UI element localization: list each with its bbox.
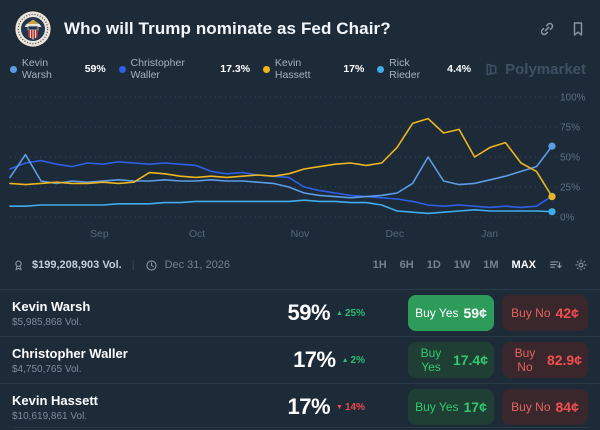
outcome-info[interactable]: Christopher Waller $4,750,765 Vol.	[12, 346, 237, 375]
market-header: Who will Trump nominate as Fed Chair?	[0, 0, 600, 58]
outcome-name: Christopher Waller	[12, 345, 128, 361]
buy-yes-button[interactable]: Buy Yes 17.4¢	[408, 342, 494, 378]
legend-name: Rick Rieder	[389, 57, 421, 81]
up-arrow-icon: ▲	[336, 309, 343, 317]
settings-gear-icon[interactable]	[574, 258, 588, 272]
chart-tools	[549, 258, 588, 272]
chart-legend: Kevin Warsh 59% Christopher Waller 17.3%…	[0, 57, 600, 81]
bookmark-icon[interactable]	[570, 21, 586, 37]
divider: |	[131, 259, 135, 271]
polymarket-logo-icon	[486, 63, 497, 75]
outcome-percent: 17%	[287, 394, 331, 419]
legend-dot	[118, 65, 126, 73]
buy-yes-button[interactable]: Buy Yes 17¢	[408, 389, 494, 425]
buy-no-button[interactable]: Buy No 82.9¢	[502, 342, 588, 378]
svg-text:Nov: Nov	[291, 228, 310, 240]
timeframe-1d[interactable]: 1D	[426, 259, 441, 271]
svg-text:75%: 75%	[560, 123, 580, 134]
copy-link-icon[interactable]	[539, 21, 555, 37]
svg-text:0%: 0%	[560, 213, 575, 224]
market-stats: $199,208,903 Vol. | Dec 31, 2026	[12, 259, 230, 272]
outcome-row-kevin-hassett: Kevin Hassett $10,619,861 Vol. 17% ▼ 14% …	[0, 383, 600, 430]
timeframe-max[interactable]: MAX	[511, 259, 536, 271]
outcome-info[interactable]: Kevin Hassett $10,619,861 Vol.	[12, 393, 237, 422]
row-divider	[14, 427, 588, 428]
clock-icon	[145, 259, 157, 271]
legend-item-rick-rieder[interactable]: Rick Rieder 4.4%	[377, 57, 471, 81]
rewards-medal-icon[interactable]	[12, 259, 25, 272]
legend-dot	[377, 65, 385, 73]
chart-toolbar: $199,208,903 Vol. | Dec 31, 2026 1H 6H 1…	[0, 246, 600, 284]
timeframe-1w[interactable]: 1W	[453, 259, 471, 271]
legend-dot	[263, 65, 270, 73]
svg-text:Dec: Dec	[385, 228, 404, 240]
legend-value: 4.4%	[447, 63, 472, 75]
outcome-name: Kevin Warsh	[12, 298, 91, 314]
outcome-volume: $10,619,861 Vol.	[12, 410, 88, 422]
change-badge: ▲ 2%	[341, 354, 365, 366]
trade-buttons: Buy Yes 17¢ Buy No 84¢	[408, 389, 588, 425]
timeframe-1m[interactable]: 1M	[483, 259, 499, 271]
price-history-chart[interactable]: 0% 25% 50% 75% 100% Sep Oct Nov Dec Jan	[0, 84, 600, 246]
timeframe-selector: 1H 6H 1D 1W 1M MAX	[373, 259, 536, 271]
svg-text:25%: 25%	[560, 183, 580, 194]
watermark-text: Polymarket	[505, 60, 586, 78]
up-arrow-icon: ▲	[341, 356, 349, 364]
legend-item-christopher-waller[interactable]: Christopher Waller 17.3%	[118, 57, 251, 81]
svg-text:Sep: Sep	[90, 228, 109, 240]
chart-options-icon[interactable]	[549, 258, 563, 272]
outcome-odds: 17% ▲ 2%	[237, 347, 365, 373]
timeframe-6h[interactable]: 6H	[399, 259, 414, 271]
change-badge: ▲ 25%	[336, 307, 365, 319]
trade-buttons: Buy Yes 59¢ Buy No 42¢	[408, 295, 588, 331]
outcome-row-christopher-waller: Christopher Waller $4,750,765 Vol. 17% ▲…	[0, 336, 600, 383]
timeframe-1h[interactable]: 1H	[372, 259, 387, 271]
outcomes-list: Kevin Warsh $5,985,868 Vol. 59% ▲ 25% Buy…	[0, 289, 600, 430]
buy-no-button[interactable]: Buy No 84¢	[502, 389, 588, 425]
legend-item-kevin-hassett[interactable]: Kevin Hassett 17%	[263, 57, 364, 81]
market-end-date: Dec 31, 2026	[164, 259, 230, 271]
buy-no-button[interactable]: Buy No 42¢	[502, 295, 588, 331]
outcome-percent: 17%	[293, 347, 336, 372]
legend-name: Kevin Hassett	[274, 57, 311, 81]
header-actions	[539, 21, 586, 37]
federal-reserve-seal-logo	[14, 10, 52, 48]
legend-item-kevin-warsh[interactable]: Kevin Warsh 59%	[10, 57, 106, 81]
legend-value: 17%	[343, 63, 365, 75]
legend-value: 17.3%	[220, 63, 251, 75]
svg-text:100%: 100%	[560, 93, 586, 104]
buy-yes-button[interactable]: Buy Yes 59¢	[408, 295, 494, 331]
outcome-odds: 17% ▼ 14%	[237, 394, 366, 420]
legend-name: Kevin Warsh	[21, 57, 52, 81]
svg-text:50%: 50%	[560, 153, 580, 164]
outcome-volume: $4,750,765 Vol.	[12, 363, 82, 375]
page-title: Who will Trump nominate as Fed Chair?	[64, 19, 391, 38]
outcome-info[interactable]: Kevin Warsh $5,985,868 Vol.	[12, 299, 237, 328]
outcome-volume: $5,985,868 Vol.	[12, 316, 82, 328]
legend-value: 59%	[84, 63, 106, 75]
change-badge: ▼ 14%	[336, 401, 365, 413]
legend-dot	[10, 65, 17, 73]
svg-text:Jan: Jan	[481, 228, 498, 240]
outcome-name: Kevin Hassett	[12, 392, 98, 408]
outcome-odds: 59% ▲ 25%	[237, 300, 366, 326]
outcome-row-kevin-warsh: Kevin Warsh $5,985,868 Vol. 59% ▲ 25% Buy…	[0, 289, 600, 336]
svg-text:Oct: Oct	[189, 228, 205, 240]
legend-name: Christopher Waller	[130, 57, 185, 81]
trade-buttons: Buy Yes 17.4¢ Buy No 82.9¢	[408, 342, 588, 378]
down-arrow-icon: ▼	[336, 403, 343, 411]
total-volume: $199,208,903 Vol.	[32, 259, 122, 271]
outcome-percent: 59%	[287, 300, 331, 325]
polymarket-watermark: Polymarket	[484, 61, 590, 78]
